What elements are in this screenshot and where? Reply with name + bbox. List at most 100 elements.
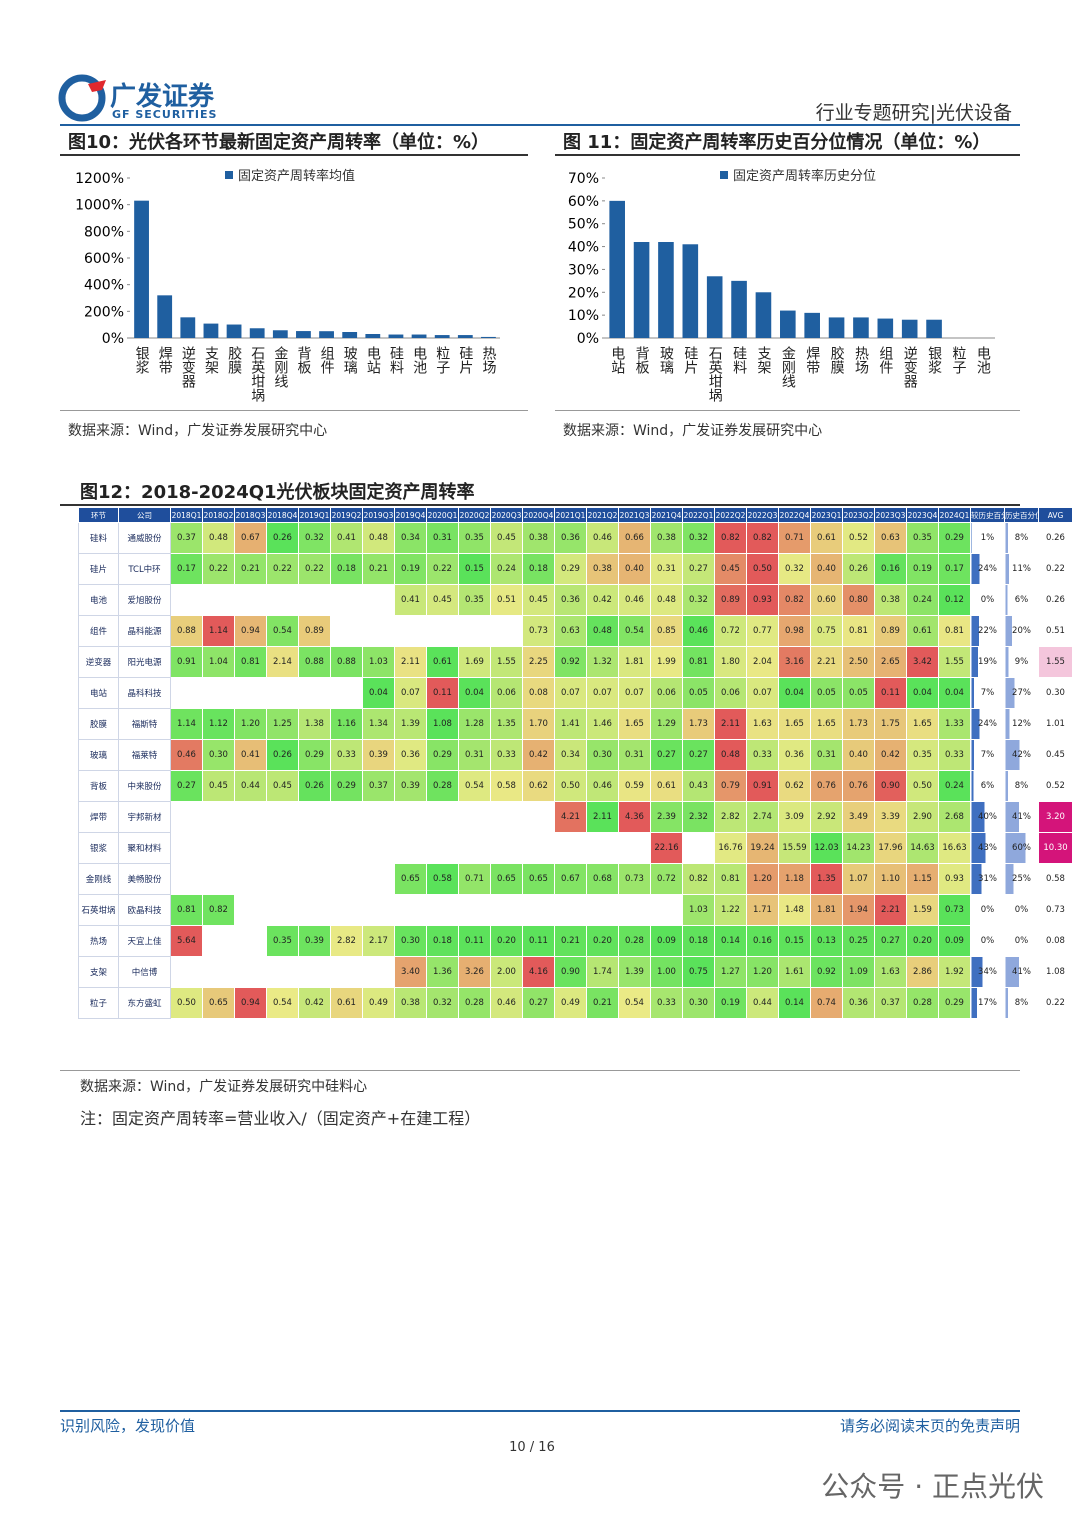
value-cell: 0.04: [362, 677, 395, 709]
value-cell: 1.03: [682, 894, 715, 926]
value-cell: 1.04: [202, 646, 235, 678]
value-cell: 1.71: [746, 894, 779, 926]
value-cell: 1.15: [906, 863, 939, 895]
x-tick-label: 逆变器: [902, 346, 918, 388]
empty-cell: [234, 863, 267, 895]
value-cell: 17.96: [874, 832, 907, 864]
value-cell: 2.50: [842, 646, 875, 678]
figure-title: 图12：2018-2024Q1光伏板块固定资产周转率: [80, 482, 475, 503]
value-cell: 1.99: [650, 646, 683, 678]
empty-cell: [234, 801, 267, 833]
value-cell: 0.26: [266, 522, 299, 554]
value-cell: 0.50: [170, 987, 203, 1019]
x-tick-label: 组件: [877, 346, 893, 374]
y-tick-label: 0%: [577, 331, 599, 347]
value-cell: 2.00: [490, 956, 523, 988]
value-cell: 1.03: [362, 646, 395, 678]
table-row: 热场 天宜上佳 5.64 0.35 0.39 2.82 2.17 0.30 0.18 0.11 0.…: [78, 925, 1073, 957]
x-tick-label: 金刚线: [780, 346, 796, 388]
segment: 电池: [78, 584, 119, 616]
empty-cell: [490, 615, 523, 647]
empty-cell: [234, 894, 267, 926]
empty-cell: [170, 584, 203, 616]
bar: [901, 319, 918, 338]
value-cell: 0.25: [842, 925, 875, 957]
value-cell: 0.89: [874, 615, 907, 647]
x-tick-label: 焊带: [804, 346, 820, 375]
value-cell: 2.17: [362, 925, 395, 957]
y-tick-label: 30%: [568, 262, 599, 278]
value-cell: 0.82: [202, 894, 235, 926]
empty-cell: [426, 801, 459, 833]
value-cell: 0.04: [906, 677, 939, 709]
percentile: 34%: [970, 956, 1005, 988]
segment-avg: 0.58: [1038, 863, 1073, 895]
value-cell: 0.19: [394, 553, 427, 585]
value-cell: 0.30: [586, 739, 619, 771]
empty-cell: [330, 801, 363, 833]
value-cell: 0.92: [554, 646, 587, 678]
value-cell: 2.92: [810, 801, 843, 833]
value-cell: 0.40: [842, 739, 875, 771]
figure-rule: [60, 504, 1020, 506]
value-cell: 0.45: [714, 553, 747, 585]
value-cell: 0.91: [746, 770, 779, 802]
bar: [780, 310, 796, 338]
value-cell: 3.09: [778, 801, 811, 833]
bar: [249, 328, 265, 338]
value-cell: 0.61: [650, 770, 683, 802]
value-cell: 0.05: [842, 677, 875, 709]
value-cell: 2.82: [714, 801, 747, 833]
value-cell: 0.38: [394, 987, 427, 1019]
value-cell: 0.28: [458, 987, 491, 1019]
value-cell: 0.48: [714, 739, 747, 771]
value-cell: 0.94: [234, 615, 267, 647]
value-cell: 0.26: [298, 770, 331, 802]
company: 中来股份: [118, 770, 171, 802]
source: 数据来源：Wind，广发证券发展研究中硅料心: [80, 1079, 368, 1095]
value-cell: 1.16: [330, 708, 363, 740]
value-cell: 1.80: [714, 646, 747, 678]
percentile: 0%: [970, 894, 1005, 926]
value-cell: 1.59: [906, 894, 939, 926]
segment-avg: 0.22: [1038, 553, 1073, 585]
x-tick-label: 硅片: [457, 346, 473, 374]
y-tick-label: 50%: [568, 217, 599, 233]
value-cell: 1.55: [490, 646, 523, 678]
percentile: 7%: [970, 677, 1005, 709]
value-cell: 0.46: [586, 522, 619, 554]
empty-cell: [682, 832, 715, 864]
bar: [296, 331, 311, 338]
segment-percentile: 6%: [1004, 584, 1039, 616]
empty-cell: [618, 894, 651, 926]
value-cell: 0.20: [586, 925, 619, 957]
value-cell: 0.41: [234, 739, 267, 771]
value-cell: 0.33: [650, 987, 683, 1019]
value-cell: 1.92: [938, 956, 971, 988]
bar: [633, 242, 650, 338]
segment-percentile: 9%: [1004, 646, 1039, 678]
empty-cell: [554, 894, 587, 926]
value-cell: 0.72: [714, 615, 747, 647]
value-cell: 0.22: [298, 553, 331, 585]
empty-cell: [266, 863, 299, 895]
company: 晶科能源: [118, 615, 171, 647]
y-tick-label: 10%: [568, 308, 599, 324]
value-cell: 1.35: [490, 708, 523, 740]
value-cell: 0.24: [490, 553, 523, 585]
empty-cell: [170, 863, 203, 895]
segment: 石英坩埚: [78, 894, 119, 926]
segment-avg: 0.08: [1038, 925, 1073, 957]
empty-cell: [554, 832, 587, 864]
company: 宇邦新材: [118, 801, 171, 833]
x-tick-label: 石英坩埚: [707, 346, 723, 402]
value-cell: 0.91: [170, 646, 203, 678]
bar: [828, 317, 845, 338]
empty-cell: [170, 677, 203, 709]
value-cell: 0.27: [682, 553, 715, 585]
value-cell: 0.31: [618, 739, 651, 771]
value-cell: 1.08: [426, 708, 459, 740]
column-header: 2023Q2: [842, 507, 875, 523]
value-cell: 0.46: [618, 584, 651, 616]
company: 东方盛虹: [118, 987, 171, 1019]
